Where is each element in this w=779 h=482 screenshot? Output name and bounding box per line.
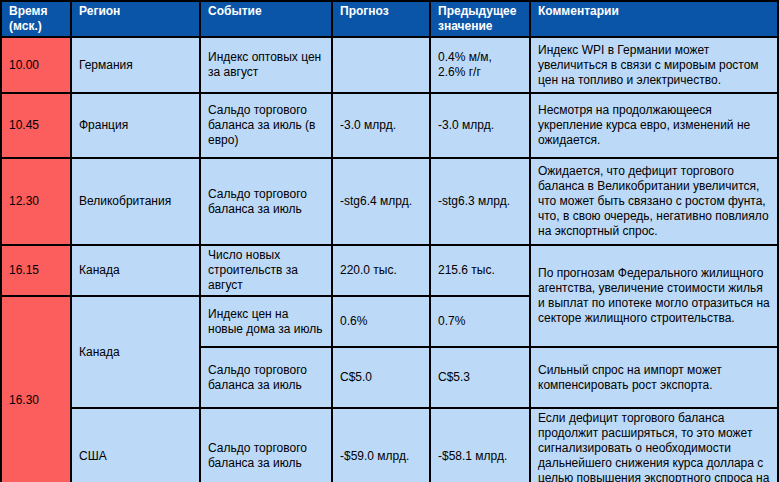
table-row: 16.15 Канада Число новых строительств за… (1, 245, 778, 296)
previous-cell: -3.0 млрд. (430, 93, 530, 158)
forecast-cell: C$5.0 (332, 347, 430, 408)
previous-cell: 0.4% м/м, 2.6% г/г (430, 37, 530, 93)
col-header-region: Регион (71, 1, 200, 37)
header-row: Время (мск.) Регион Событие Прогноз Пред… (1, 1, 778, 37)
comment-cell: Если дефицит торгового баланса продолжит… (530, 408, 778, 482)
comment-cell: Индекс WPI в Германии может увеличиться … (530, 37, 778, 93)
table-row: 10.45 Франция Сальдо торгового баланса з… (1, 93, 778, 158)
comment-cell: Ожидается, что дефицит торгового баланса… (530, 158, 778, 245)
previous-cell: -$58.1 млрд. (430, 408, 530, 482)
col-header-time: Время (мск.) (1, 1, 71, 37)
region-cell: США (71, 408, 200, 482)
col-header-event: Событие (200, 1, 332, 37)
event-cell: Индекс оптовых цен за август (200, 37, 332, 93)
event-cell: Сальдо торгового баланса за июль (в евро… (200, 93, 332, 158)
region-cell: Франция (71, 93, 200, 158)
time-cell: 16.15 (1, 245, 71, 296)
comment-cell: По прогнозам Федерального жилищного аген… (530, 245, 778, 347)
forecast-cell (332, 37, 430, 93)
table-row: США Сальдо торгового баланса за июль -$5… (1, 408, 778, 482)
previous-cell: 215.6 тыс. (430, 245, 530, 296)
table-row: 10.00 Германия Индекс оптовых цен за авг… (1, 37, 778, 93)
time-cell: 10.00 (1, 37, 71, 93)
comment-cell: Сильный спрос на импорт может компенсиро… (530, 347, 778, 408)
event-cell: Индекс цен на новые дома за июль (200, 296, 332, 347)
economic-calendar-table: Время (мск.) Регион Событие Прогноз Пред… (0, 0, 779, 482)
forecast-cell: -stg6.4 млрд. (332, 158, 430, 245)
event-cell: Сальдо торгового баланса за июль (200, 347, 332, 408)
col-header-forecast: Прогноз (332, 1, 430, 37)
region-cell: Канада (71, 296, 200, 408)
region-cell: Германия (71, 37, 200, 93)
forecast-cell: -3.0 млрд. (332, 93, 430, 158)
forecast-cell: 0.6% (332, 296, 430, 347)
col-header-comments: Комментарии (530, 1, 778, 37)
region-cell: Великобритания (71, 158, 200, 245)
region-cell: Канада (71, 245, 200, 296)
col-header-previous: Предыдущее значение (430, 1, 530, 37)
forecast-cell: 220.0 тыс. (332, 245, 430, 296)
time-cell: 12.30 (1, 158, 71, 245)
time-cell: 10.45 (1, 93, 71, 158)
previous-cell: C$5.3 (430, 347, 530, 408)
event-cell: Сальдо торгового баланса за июль (200, 408, 332, 482)
previous-cell: 0.7% (430, 296, 530, 347)
forecast-cell: -$59.0 млрд. (332, 408, 430, 482)
previous-cell: -stg6.3 млрд. (430, 158, 530, 245)
time-cell: 16.30 (1, 296, 71, 482)
table-row: 12.30 Великобритания Сальдо торгового ба… (1, 158, 778, 245)
comment-cell: Несмотря на продолжающееся укрепление ку… (530, 93, 778, 158)
event-cell: Число новых строительств за август (200, 245, 332, 296)
event-cell: Сальдо торгового баланса за июль (200, 158, 332, 245)
